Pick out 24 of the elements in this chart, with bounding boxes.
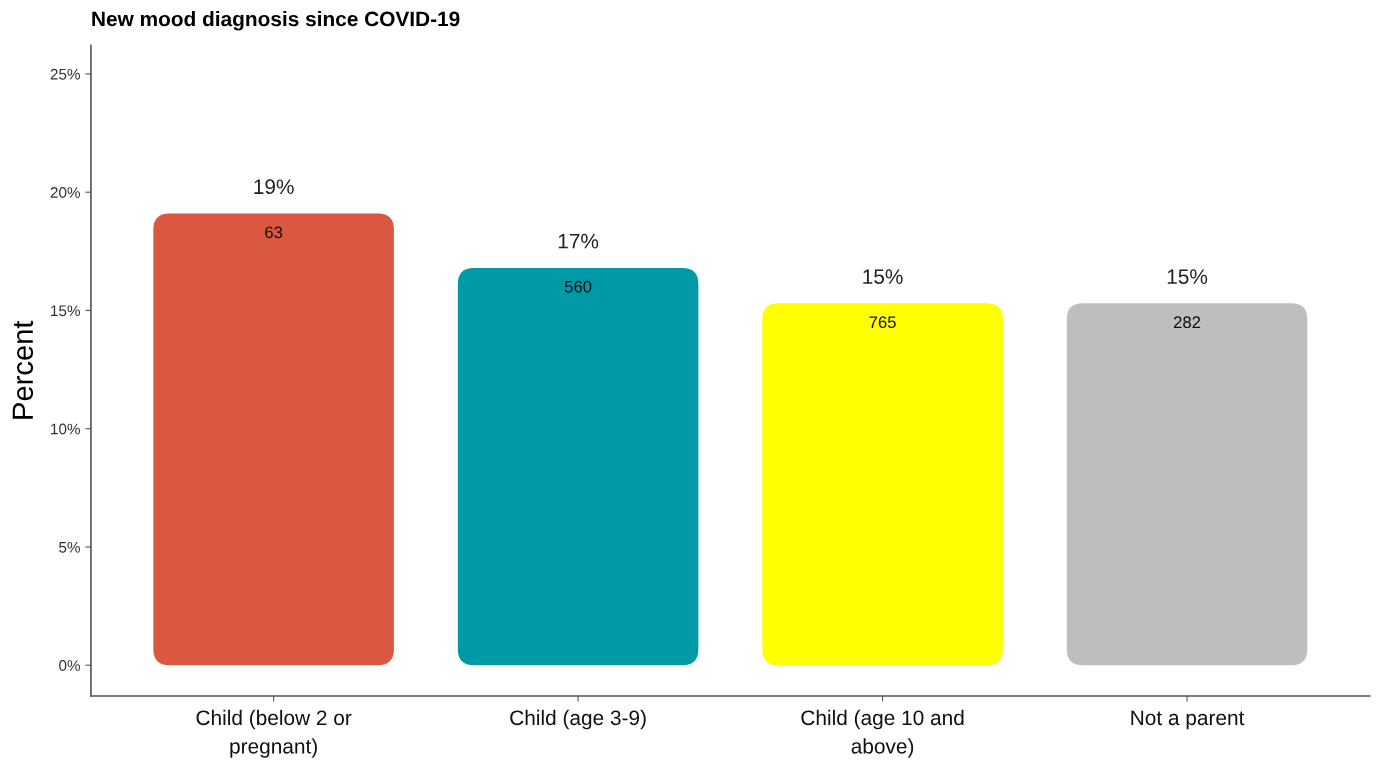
x-tick-label: Child (age 10 and above)	[801, 709, 964, 758]
annotation: 282	[1173, 316, 1201, 329]
data-label: 19%	[254, 179, 294, 195]
annotation: 63	[265, 226, 283, 239]
x-tick-label: Child (below 2 or pregnant)	[196, 709, 352, 758]
chart-title: New mood diagnosis since COVID-19	[92, 11, 460, 31]
x-tick-label: Child (age 3-9)	[510, 709, 646, 730]
bar	[1066, 303, 1308, 666]
y-tick-label: 10%	[51, 423, 80, 435]
bar	[153, 213, 394, 666]
y-tick-label: 0%	[59, 660, 80, 671]
data-label: 15%	[863, 269, 903, 284]
bar	[762, 303, 1003, 666]
bar	[457, 267, 699, 666]
y-tick-label: 25%	[50, 68, 80, 80]
data-label: 17%	[558, 233, 599, 249]
annotation: 560	[564, 280, 592, 293]
data-label: 15%	[1167, 269, 1208, 284]
y-tick-label: 15%	[51, 305, 80, 317]
y-tick-label: 20%	[50, 187, 80, 198]
y-axis-title: Percent	[12, 320, 34, 419]
y-tick-label: 5%	[59, 541, 80, 553]
annotation: 765	[869, 316, 896, 329]
x-tick-label: Not a parent	[1131, 710, 1245, 730]
